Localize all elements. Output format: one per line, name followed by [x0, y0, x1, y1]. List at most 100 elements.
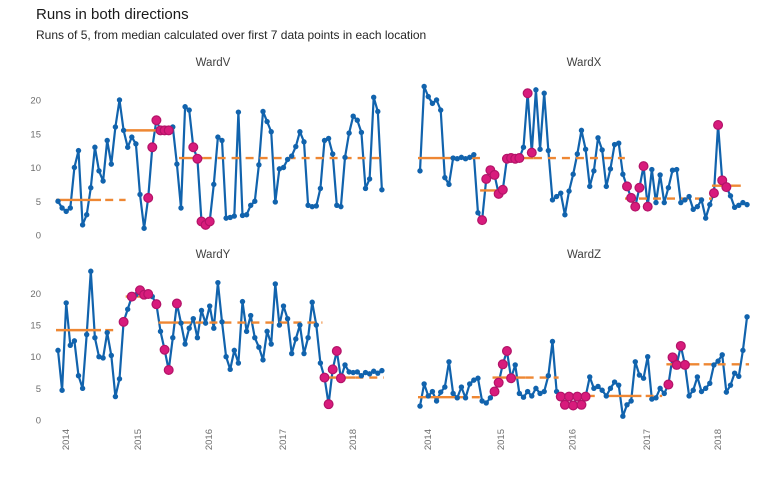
data-point	[698, 388, 705, 395]
data-point	[595, 135, 601, 141]
data-point	[284, 316, 291, 322]
data-point	[570, 171, 576, 177]
data-point	[59, 387, 65, 393]
highlighted-point	[679, 359, 690, 370]
highlighted-point	[564, 391, 575, 402]
highlighted-point	[514, 153, 525, 164]
data-point	[268, 341, 274, 347]
data-point	[553, 193, 560, 200]
y-tick-label: 10	[30, 163, 41, 174]
data-point	[309, 299, 315, 305]
highlighted-point	[526, 147, 537, 158]
highlighted-point	[323, 399, 334, 410]
y-tick-label: 5	[36, 384, 41, 395]
data-point	[533, 87, 539, 93]
data-point	[59, 205, 65, 211]
data-point	[67, 342, 74, 349]
highlighted-point	[522, 88, 533, 99]
data-point	[346, 369, 352, 375]
data-point	[649, 396, 655, 402]
data-point	[425, 393, 431, 399]
data-point	[736, 373, 742, 380]
data-point	[84, 212, 90, 218]
data-point	[591, 168, 597, 174]
data-point	[71, 164, 78, 171]
y-tick-label: 0	[36, 416, 41, 427]
data-point	[587, 374, 593, 380]
data-point	[417, 168, 423, 174]
data-point	[731, 370, 738, 376]
data-point	[309, 203, 315, 210]
panel-wardv: WardV 0 5 10 15 20	[30, 57, 385, 242]
data-point	[276, 166, 283, 172]
x-tick-label: 2017	[278, 429, 289, 450]
data-point	[736, 202, 742, 208]
data-point	[55, 347, 61, 354]
highlighted-point	[331, 346, 342, 357]
data-point	[284, 156, 291, 163]
y-tick-label: 15	[30, 129, 41, 140]
data-point	[653, 199, 659, 206]
data-point	[653, 395, 659, 401]
data-point	[182, 104, 188, 110]
data-point	[350, 369, 356, 376]
highlighted-point	[151, 115, 162, 126]
panel-title: WardZ	[567, 249, 601, 261]
data-point	[272, 199, 278, 205]
data-point	[657, 385, 663, 392]
data-point	[707, 201, 713, 208]
data-point	[657, 172, 663, 178]
data-point	[276, 322, 283, 328]
highlighted-point	[497, 359, 508, 370]
data-point	[458, 384, 465, 390]
highlighted-point	[572, 391, 583, 402]
data-point	[466, 381, 473, 387]
data-point	[375, 108, 381, 115]
data-point	[186, 325, 192, 331]
data-point	[466, 154, 473, 161]
data-point	[541, 90, 547, 96]
data-point	[71, 338, 78, 344]
data-point	[305, 335, 311, 341]
data-point	[63, 208, 69, 215]
data-point	[620, 171, 626, 177]
data-point	[442, 384, 448, 390]
data-point	[215, 134, 221, 140]
data-point	[297, 129, 303, 135]
data-point	[125, 144, 131, 150]
data-point	[425, 93, 431, 100]
highlighted-point	[671, 359, 682, 370]
data-point	[231, 347, 237, 354]
data-point	[125, 306, 131, 312]
highlighted-point	[143, 192, 154, 203]
data-point	[607, 385, 614, 392]
data-point	[272, 281, 278, 287]
y-tick-label: 10	[30, 352, 41, 363]
data-point	[211, 325, 217, 331]
data-point	[438, 107, 444, 113]
highlighted-point	[151, 299, 162, 310]
x-tick-label: 2018	[348, 429, 359, 450]
data-point	[280, 164, 287, 171]
data-point	[599, 387, 605, 393]
data-point	[75, 372, 82, 379]
data-point	[170, 335, 176, 341]
highlighted-point	[555, 391, 566, 402]
data-point	[248, 312, 254, 319]
chart-subtitle: Runs of 5, from median calculated over f…	[36, 28, 427, 42]
data-point	[471, 377, 477, 383]
data-point	[620, 413, 626, 419]
highlighted-point	[708, 188, 719, 199]
data-line	[418, 85, 749, 222]
data-point	[231, 213, 237, 219]
data-point	[417, 403, 423, 409]
data-point	[178, 320, 184, 326]
data-point	[55, 198, 61, 204]
data-point	[182, 341, 188, 347]
data-point	[690, 206, 696, 213]
highlighted-point	[497, 184, 508, 195]
data-point	[207, 303, 213, 309]
data-point	[358, 129, 365, 136]
data-point	[715, 358, 721, 364]
data-point	[649, 166, 655, 173]
